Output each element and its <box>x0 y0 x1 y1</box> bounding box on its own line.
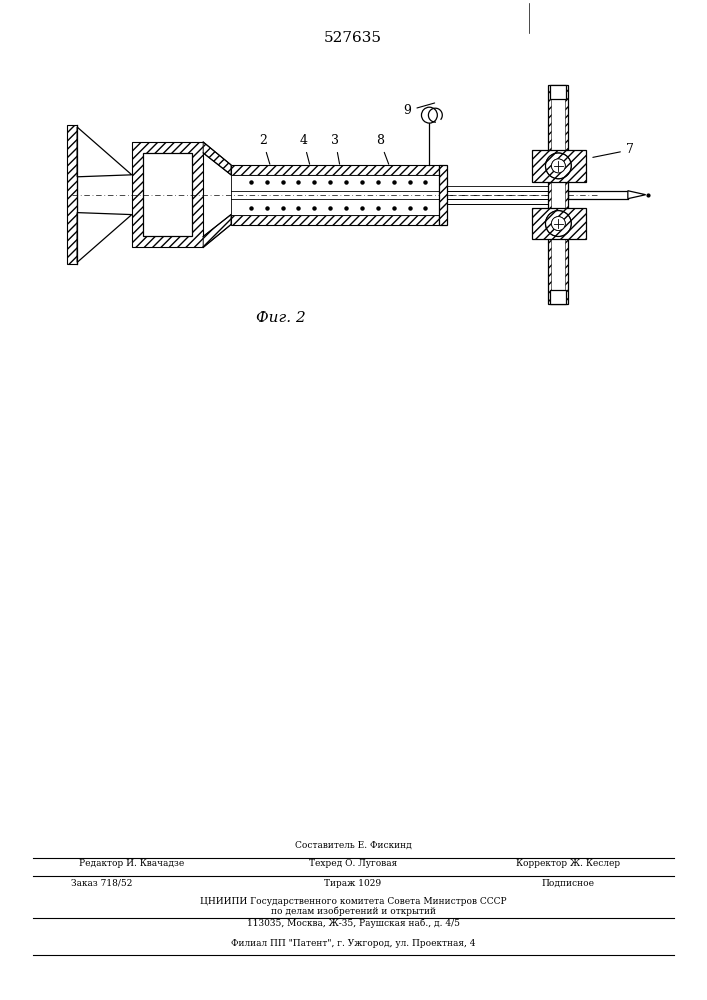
Bar <box>532 150 586 182</box>
Polygon shape <box>203 153 231 236</box>
Circle shape <box>551 217 566 231</box>
Text: Техред О. Луговая: Техред О. Луговая <box>309 859 397 868</box>
Bar <box>532 208 586 239</box>
Text: Филиал ПП "Патент", г. Ужгород, ул. Проектная, 4: Филиал ПП "Патент", г. Ужгород, ул. Прое… <box>230 939 475 948</box>
Bar <box>132 142 203 247</box>
Circle shape <box>421 107 438 123</box>
Text: 4: 4 <box>299 134 310 164</box>
Circle shape <box>546 153 571 179</box>
Bar <box>67 125 77 264</box>
Polygon shape <box>203 215 231 247</box>
Text: 9: 9 <box>404 103 435 117</box>
Text: Подписное: Подписное <box>542 879 595 888</box>
Bar <box>231 165 439 175</box>
Text: 2: 2 <box>259 134 270 164</box>
Text: Тираж 1029: Тираж 1029 <box>325 879 382 888</box>
Polygon shape <box>77 213 132 262</box>
Bar <box>551 85 566 304</box>
Circle shape <box>546 211 571 236</box>
Bar <box>231 215 439 225</box>
Circle shape <box>551 159 566 173</box>
Bar <box>439 165 448 225</box>
Text: 113035, Москва, Ж-35, Раушская наб., д. 4/5: 113035, Москва, Ж-35, Раушская наб., д. … <box>247 918 460 928</box>
Text: 3: 3 <box>331 134 339 164</box>
Polygon shape <box>77 127 132 177</box>
Text: Составитель Е. Фискинд: Составитель Е. Фискинд <box>295 841 411 850</box>
Text: Фиг. 2: Фиг. 2 <box>256 311 305 325</box>
Text: ЦНИИПИ Государственного комитета Совета Министров СССР: ЦНИИПИ Государственного комитета Совета … <box>199 897 506 906</box>
Text: Корректор Ж. Кеслер: Корректор Ж. Кеслер <box>516 859 620 868</box>
Bar <box>551 85 566 99</box>
Bar <box>448 186 549 204</box>
Polygon shape <box>203 142 231 175</box>
Bar <box>231 175 439 215</box>
Bar <box>551 290 566 304</box>
Text: 7: 7 <box>593 143 633 157</box>
Text: по делам изобретений и открытий: по делам изобретений и открытий <box>271 906 436 916</box>
Text: 8: 8 <box>376 134 389 164</box>
Text: 527635: 527635 <box>324 31 382 45</box>
Bar <box>549 85 568 304</box>
Bar <box>143 153 192 236</box>
Text: Заказ 718/52: Заказ 718/52 <box>71 879 133 888</box>
Polygon shape <box>628 191 645 199</box>
Text: Редактор И. Квачадзе: Редактор И. Квачадзе <box>79 859 185 868</box>
